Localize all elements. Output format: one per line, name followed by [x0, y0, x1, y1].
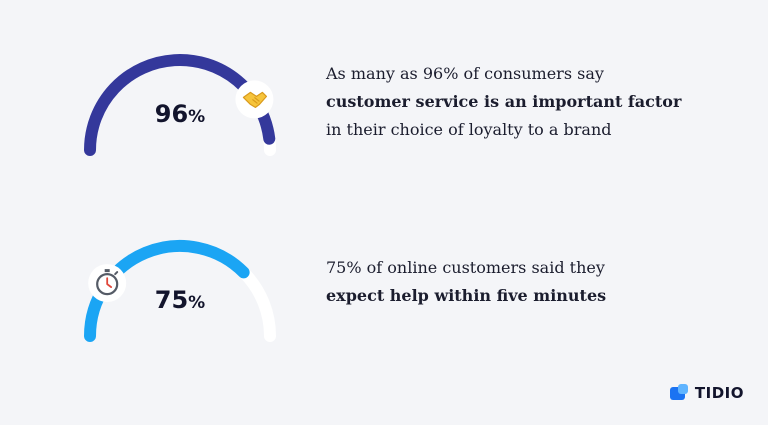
handshake-icon	[242, 91, 268, 109]
desc-line-3: in their choice of loyalty to a brand	[326, 120, 612, 139]
stopwatch-icon	[96, 269, 119, 296]
gauge-svg-2	[84, 240, 276, 342]
desc-line-1: 75% of online customers said they	[326, 258, 605, 277]
gauge-icon-badge	[235, 80, 274, 119]
brand-name: TIDIO	[694, 384, 744, 402]
stat-description-2: 75% of online customers said they expect…	[326, 254, 746, 310]
tidio-logo-icon	[669, 384, 688, 400]
gauge-svg-1	[84, 54, 276, 156]
tidio-logo: TIDIO	[669, 383, 744, 403]
gauge-value-label: 75%	[154, 286, 206, 314]
gauge-value-arc	[84, 240, 250, 342]
desc-line-1: As many as 96% of consumers say	[326, 64, 604, 83]
gauge-75: 75%	[70, 216, 290, 356]
gauge-96: 96%	[70, 30, 290, 170]
desc-bold-line: customer service is an important factor	[326, 92, 682, 111]
gauge-icon-badge	[88, 264, 127, 303]
desc-bold-line: expect help within five minutes	[326, 286, 607, 305]
stat-description-1: As many as 96% of consumers say customer…	[326, 60, 746, 144]
gauge-value-label: 96%	[154, 100, 206, 128]
